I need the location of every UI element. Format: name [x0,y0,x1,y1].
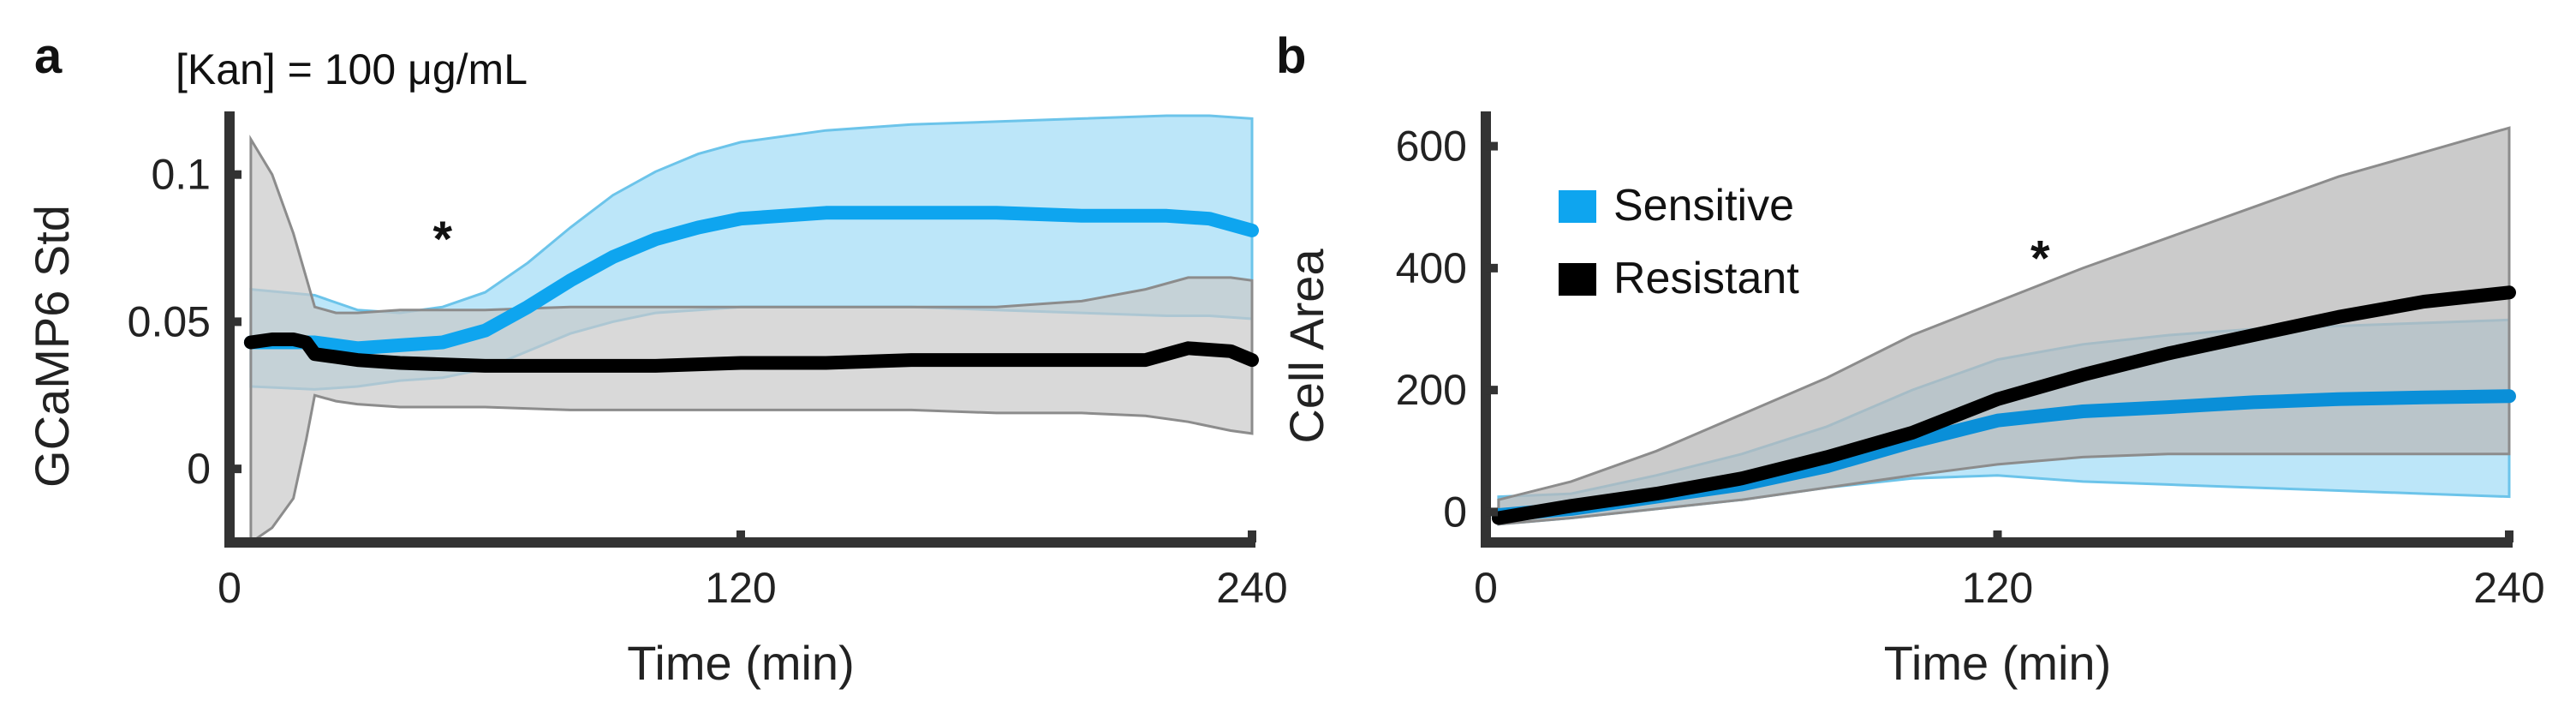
y-tick-label: 0.1 [151,151,211,199]
panel-b: b * 0 120 240 0 200 400 600 Time (min) Cell Ar… [1276,28,2545,690]
legend-label-resistant: Resistant [1613,254,1799,303]
legend-swatch-resistant [1559,263,1596,296]
panel-a-y-axis-title: GCaMP6 Std [25,205,79,488]
y-tick-label: 400 [1396,244,1467,292]
panel-b-axes: 0 120 240 0 200 400 600 [1396,111,2545,612]
x-tick-label: 120 [705,564,776,612]
x-tick-label: 240 [2473,564,2544,612]
y-tick-label: 200 [1396,366,1467,414]
x-tick-label: 120 [1962,564,2033,612]
x-tick-label: 240 [1216,564,1287,612]
y-tick-label: 0.05 [128,297,211,345]
panel-b-label: b [1276,28,1306,84]
mean-line-resistant [1491,285,2516,525]
panel-a-label: a [34,28,63,84]
x-tick-label: 0 [1474,564,1498,612]
y-tick-label: 600 [1396,123,1467,171]
panel-b-series [1491,126,2516,526]
mean-line-sensitive [243,206,1259,356]
y-tick-label: 0 [187,445,211,493]
panel-a-series [243,114,1259,545]
legend-label-sensitive: Sensitive [1613,181,1794,231]
y-tick-label: 0 [1443,488,1467,536]
mean-line-resistant [243,333,1259,373]
panel-b-x-axis-title: Time (min) [1884,636,2111,690]
panel-b-legend: Sensitive Resistant [1559,181,1799,303]
panel-b-y-axis-title: Cell Area [1279,249,1333,444]
panel-a-x-axis-title: Time (min) [627,636,854,690]
panel-a-axes: 0 120 240 0 0.05 0.1 [128,111,1288,612]
x-tick-label: 0 [218,564,242,612]
band-resistant [249,135,1254,545]
band-resistant [1497,126,2511,526]
panel-a-significance-star: * [432,212,452,267]
panel-a-title: [Kan] = 100 μg/mL [176,45,528,93]
panel-b-significance-star: * [2030,231,2050,287]
panel-a: a [Kan] = 100 μg/mL * 0 120 240 0 0.05 0.1 Ti… [25,28,1288,690]
legend-swatch-sensitive [1559,190,1596,223]
